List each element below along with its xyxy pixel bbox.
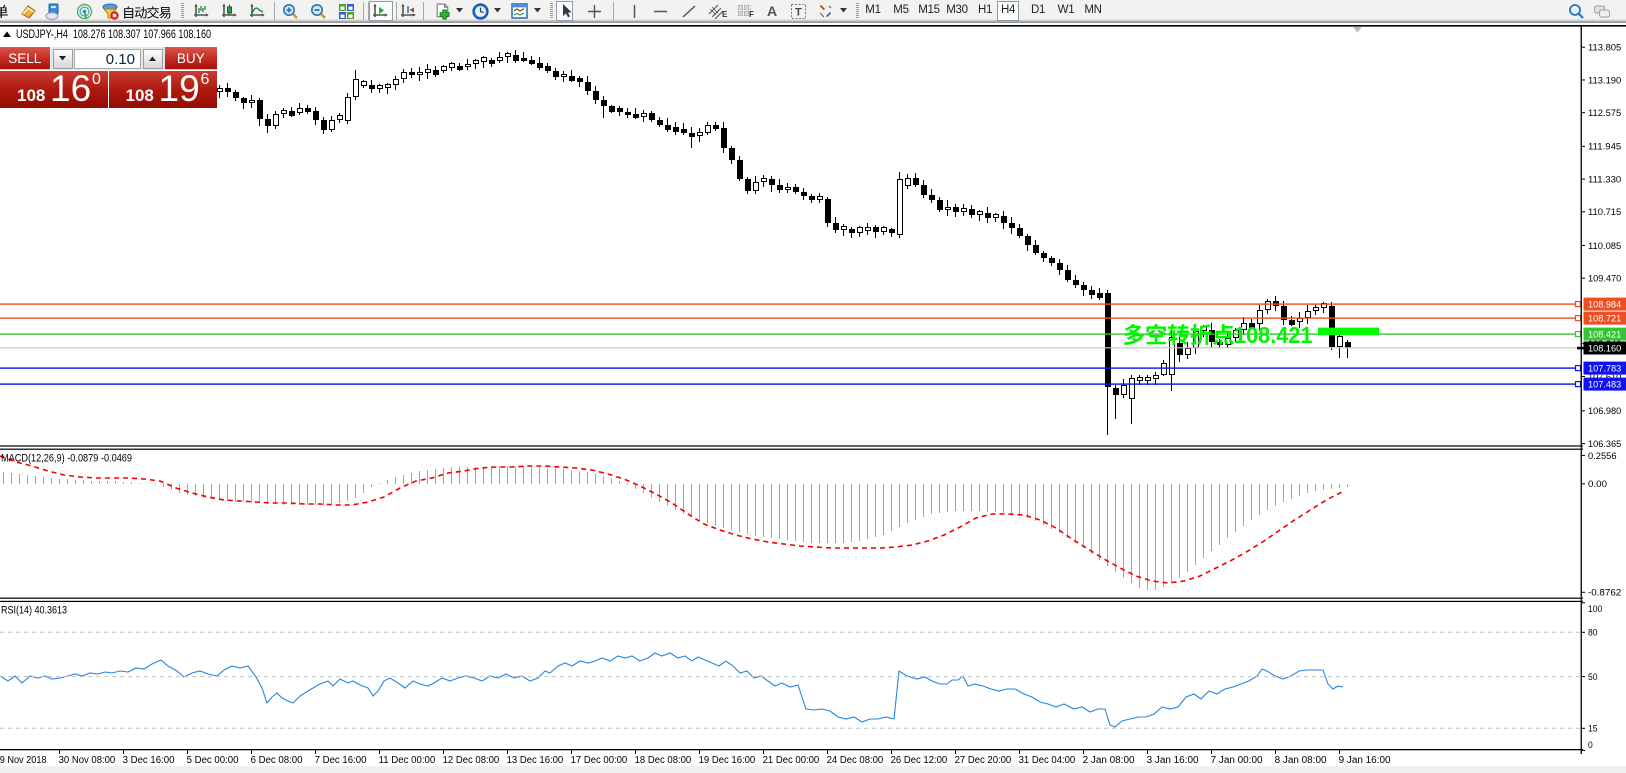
svg-text:13 Dec 16:00: 13 Dec 16:00 — [507, 755, 564, 766]
svg-text:113.805: 113.805 — [1588, 43, 1621, 54]
svg-text:100: 100 — [1588, 604, 1602, 615]
svg-text:0.2556: 0.2556 — [1588, 451, 1617, 462]
svg-text:12 Dec 08:00: 12 Dec 08:00 — [443, 755, 500, 766]
svg-text:19 Dec 16:00: 19 Dec 16:00 — [699, 755, 756, 766]
svg-text:108.421: 108.421 — [1588, 330, 1621, 341]
svg-text:8 Jan 08:00: 8 Jan 08:00 — [1275, 755, 1327, 766]
svg-text:21 Dec 00:00: 21 Dec 00:00 — [763, 755, 820, 766]
svg-text:3 Jan 16:00: 3 Jan 16:00 — [1147, 755, 1199, 766]
svg-text:112.575: 112.575 — [1588, 108, 1621, 119]
svg-text:108.984: 108.984 — [1588, 300, 1621, 311]
svg-text:111.330: 111.330 — [1588, 174, 1621, 185]
svg-text:110.715: 110.715 — [1588, 207, 1621, 218]
svg-text:111.945: 111.945 — [1588, 142, 1621, 153]
svg-text:31 Dec 04:00: 31 Dec 04:00 — [1019, 755, 1076, 766]
svg-text:30 Nov 08:00: 30 Nov 08:00 — [59, 755, 116, 766]
svg-text:24 Dec 08:00: 24 Dec 08:00 — [827, 755, 884, 766]
svg-text:7 Jan 00:00: 7 Jan 00:00 — [1211, 755, 1263, 766]
svg-text:27 Dec 20:00: 27 Dec 20:00 — [955, 755, 1012, 766]
svg-text:26 Dec 12:00: 26 Dec 12:00 — [891, 755, 948, 766]
svg-text:USDJPY-,H4 108.276 108.307 10: USDJPY-,H4 108.276 108.307 107.966 108.1… — [16, 29, 211, 41]
svg-text:15: 15 — [1588, 724, 1598, 735]
svg-text:MACD(12,26,9) -0.0879 -0.0469: MACD(12,26,9) -0.0879 -0.0469 — [1, 453, 132, 465]
svg-text:113.190: 113.190 — [1588, 75, 1621, 86]
svg-text:6 Dec 08:00: 6 Dec 08:00 — [251, 755, 303, 766]
svg-text:5 Dec 00:00: 5 Dec 00:00 — [187, 755, 239, 766]
svg-text:RSI(14) 40.3613: RSI(14) 40.3613 — [1, 605, 67, 617]
svg-text:106.365: 106.365 — [1588, 439, 1621, 450]
svg-text:106.980: 106.980 — [1588, 406, 1621, 417]
svg-text:9 Jan 16:00: 9 Jan 16:00 — [1339, 755, 1391, 766]
svg-text:107.783: 107.783 — [1588, 364, 1621, 375]
svg-text:2 Jan 08:00: 2 Jan 08:00 — [1083, 755, 1135, 766]
svg-text:110.085: 110.085 — [1588, 241, 1621, 252]
svg-text:108.421: 108.421 — [1234, 322, 1313, 348]
svg-text:17 Dec 00:00: 17 Dec 00:00 — [571, 755, 628, 766]
svg-text:50: 50 — [1588, 672, 1598, 683]
svg-text:3 Dec 16:00: 3 Dec 16:00 — [123, 755, 175, 766]
svg-text:29 Nov 2018: 29 Nov 2018 — [0, 755, 47, 766]
svg-text:18 Dec 08:00: 18 Dec 08:00 — [635, 755, 692, 766]
svg-text:107.610: 107.610 — [1588, 372, 1621, 383]
svg-text:0.00: 0.00 — [1588, 479, 1607, 490]
svg-text:107.483: 107.483 — [1588, 380, 1621, 391]
svg-text:108.721: 108.721 — [1588, 314, 1621, 325]
svg-text:7 Dec 16:00: 7 Dec 16:00 — [315, 755, 367, 766]
svg-text:T: T — [795, 7, 802, 19]
svg-text:109.470: 109.470 — [1588, 274, 1621, 285]
svg-text:11 Dec 00:00: 11 Dec 00:00 — [379, 755, 436, 766]
svg-text:108.160: 108.160 — [1588, 344, 1621, 355]
svg-text:-0.8762: -0.8762 — [1588, 588, 1621, 599]
svg-text:0: 0 — [1588, 740, 1593, 751]
svg-text:80: 80 — [1588, 628, 1598, 639]
